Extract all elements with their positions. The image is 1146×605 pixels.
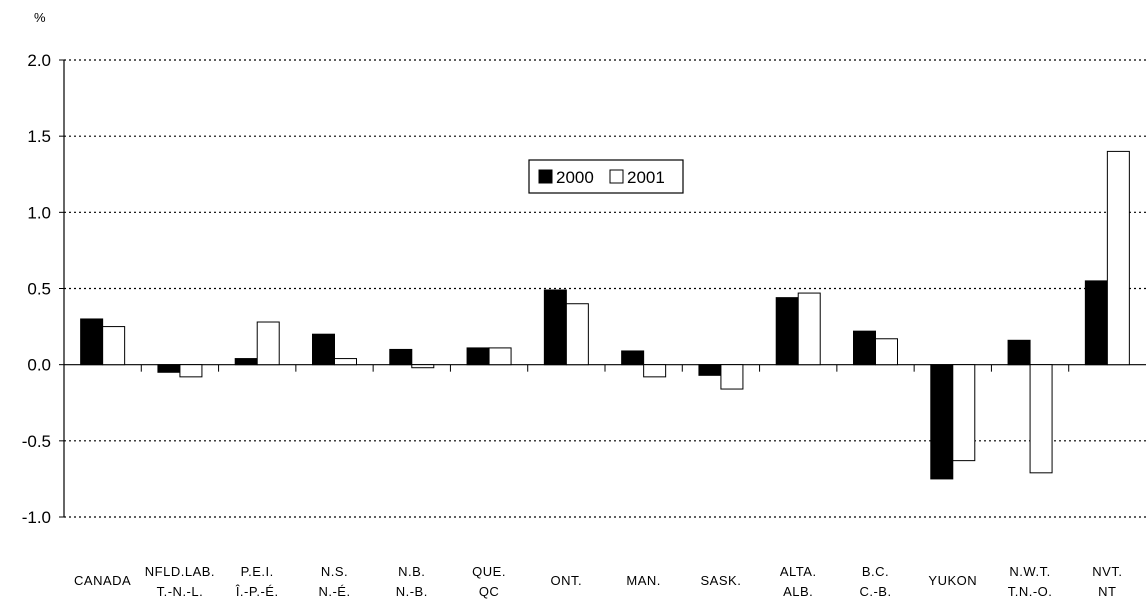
category-label: NVT.	[1092, 564, 1122, 579]
x-axis	[64, 364, 1146, 372]
legend-label: 2001	[627, 168, 665, 187]
bar-2000	[157, 364, 181, 373]
category-label: T.N.-O.	[1008, 584, 1053, 599]
bar-2001	[256, 321, 280, 366]
bar-2001	[797, 292, 821, 366]
category-label: YUKON	[928, 573, 977, 588]
bar-2000	[543, 289, 567, 366]
category-label: N.S.	[321, 564, 348, 579]
category-label: C.-B.	[859, 584, 891, 599]
legend: 2000 2001	[528, 159, 684, 194]
y-tick-label: 1.5	[27, 127, 51, 146]
y-unit-label: %	[34, 10, 46, 25]
bar-2001	[643, 364, 667, 378]
bar-2000	[698, 364, 722, 376]
bar-2001	[875, 338, 898, 366]
bar-2000	[389, 348, 413, 366]
bar-2000	[1007, 339, 1031, 366]
category-label: QC	[479, 584, 500, 599]
category-label: T.-N.-L.	[157, 584, 204, 599]
bar-2000	[312, 333, 335, 366]
category-label: ALB.	[783, 584, 813, 599]
y-tick-label: -0.5	[22, 432, 51, 451]
category-label: ALTA.	[780, 564, 817, 579]
gridlines	[64, 59, 1146, 518]
category-label: NFLD.LAB.	[145, 564, 215, 579]
category-label: N.W.T.	[1009, 564, 1050, 579]
y-tick-label: -1.0	[22, 508, 51, 527]
category-label: P.E.I.	[241, 564, 274, 579]
y-axis: 2.0 1.5 1.0 0.5 0.0 -0.5 -1.0	[22, 51, 65, 527]
category-label: MAN.	[626, 573, 661, 588]
bar-2000	[775, 297, 799, 366]
category-label: QUE.	[472, 564, 506, 579]
legend-box	[528, 159, 684, 194]
category-label: ONT.	[551, 573, 583, 588]
bar-2000	[80, 318, 104, 366]
bar-2001	[720, 364, 744, 390]
y-tick-label: 0.5	[27, 280, 51, 299]
bar-2000	[930, 364, 954, 480]
category-label: N.B.	[398, 564, 425, 579]
y-tick-label: 2.0	[27, 51, 51, 70]
category-label: N.-B.	[396, 584, 428, 599]
bar-2001	[952, 364, 976, 462]
bar-2001	[411, 364, 435, 369]
category-labels: CANADA NFLD.LAB. T.-N.-L. P.E.I. Î.-P.-É. N.S…	[74, 564, 1122, 599]
bar-2001	[1029, 364, 1053, 474]
bar-2000	[1084, 280, 1108, 366]
bar-2001	[1106, 150, 1130, 366]
bar-2001	[565, 303, 589, 366]
category-label: Î.-P.-É.	[235, 584, 279, 599]
category-label: NT	[1098, 584, 1116, 599]
legend-swatch-2000	[538, 169, 553, 184]
category-label: B.C.	[862, 564, 889, 579]
bar-2001	[102, 326, 126, 366]
y-tick-label: 0.0	[27, 356, 51, 375]
category-label: N.-É.	[318, 584, 350, 599]
bar-2000	[234, 358, 258, 366]
bars	[80, 150, 1130, 480]
bar-2000	[853, 330, 876, 366]
bar-2000	[621, 350, 645, 366]
legend-swatch-2001	[609, 169, 624, 184]
legend-label: 2000	[556, 168, 594, 187]
category-label: SASK.	[701, 573, 742, 588]
bar-2001	[179, 364, 203, 378]
bar-2000	[466, 347, 490, 366]
y-tick-label: 1.0	[27, 203, 51, 222]
bar-2001	[334, 358, 357, 366]
category-label: CANADA	[74, 573, 131, 588]
bar-2001	[488, 347, 512, 366]
